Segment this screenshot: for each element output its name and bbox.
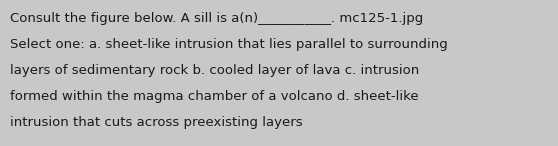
Text: formed within the magma chamber of a volcano d. sheet-like: formed within the magma chamber of a vol… (10, 90, 418, 103)
Text: intrusion that cuts across preexisting layers: intrusion that cuts across preexisting l… (10, 116, 302, 129)
Text: layers of sedimentary rock b. cooled layer of lava c. intrusion: layers of sedimentary rock b. cooled lay… (10, 64, 419, 77)
Text: Consult the figure below. A sill is a(n)___________. mc125-1.jpg: Consult the figure below. A sill is a(n)… (10, 12, 424, 25)
Text: Select one: a. sheet-like intrusion that lies parallel to surrounding: Select one: a. sheet-like intrusion that… (10, 38, 448, 51)
